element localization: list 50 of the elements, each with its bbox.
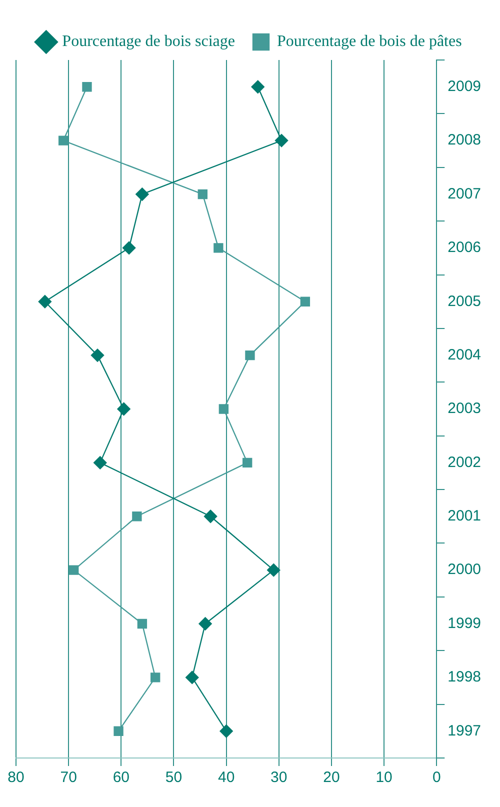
y-tick-label: 2000 — [448, 561, 482, 578]
y-tick-label: 2007 — [448, 185, 482, 202]
point — [137, 618, 148, 629]
point — [82, 82, 92, 92]
point — [38, 295, 52, 308]
point — [274, 134, 288, 148]
y-tick-label: 2009 — [448, 78, 482, 95]
point — [58, 136, 68, 146]
point — [204, 510, 218, 523]
x-tick-label: 40 — [218, 769, 235, 786]
y-tick-label: 2004 — [448, 346, 482, 364]
point — [198, 189, 208, 200]
y-tick-label: 1999 — [448, 614, 482, 632]
y-tick-label: 1997 — [448, 722, 482, 740]
point — [218, 404, 229, 414]
y-tick-label: 2001 — [448, 508, 482, 525]
x-tick-label: 50 — [165, 769, 182, 786]
point — [94, 456, 107, 470]
legend-label: Pourcentage de bois sciage — [62, 33, 235, 50]
y-tick-label: 2006 — [448, 239, 482, 256]
point — [132, 512, 142, 522]
x-tick-label: 10 — [376, 769, 392, 786]
point — [186, 670, 199, 684]
point — [136, 188, 149, 201]
x-tick-label: 70 — [60, 769, 77, 786]
y-tick-label: 2003 — [448, 400, 482, 418]
point — [300, 296, 310, 306]
point — [117, 402, 130, 416]
point — [198, 617, 212, 630]
point — [90, 348, 104, 362]
point — [220, 724, 233, 738]
point — [114, 726, 124, 736]
x-tick-label: 20 — [323, 769, 340, 786]
x-tick-label: 0 — [432, 769, 441, 786]
point — [267, 563, 280, 577]
x-tick-label: 80 — [8, 769, 24, 786]
y-tick-label: 2005 — [448, 292, 482, 310]
y-tick-label: 2002 — [448, 454, 482, 471]
point — [245, 350, 255, 360]
y-tick-label: 1998 — [448, 668, 482, 686]
x-tick-label: 60 — [112, 769, 130, 786]
point — [242, 458, 252, 468]
point — [68, 565, 79, 575]
y-tick-label: 2008 — [448, 132, 482, 149]
x-tick-label: 30 — [270, 769, 288, 786]
point — [251, 80, 264, 94]
point — [122, 241, 136, 255]
legend-label: Pourcentage de bois de pâtes — [277, 33, 462, 50]
point — [150, 672, 160, 682]
point — [214, 243, 224, 253]
